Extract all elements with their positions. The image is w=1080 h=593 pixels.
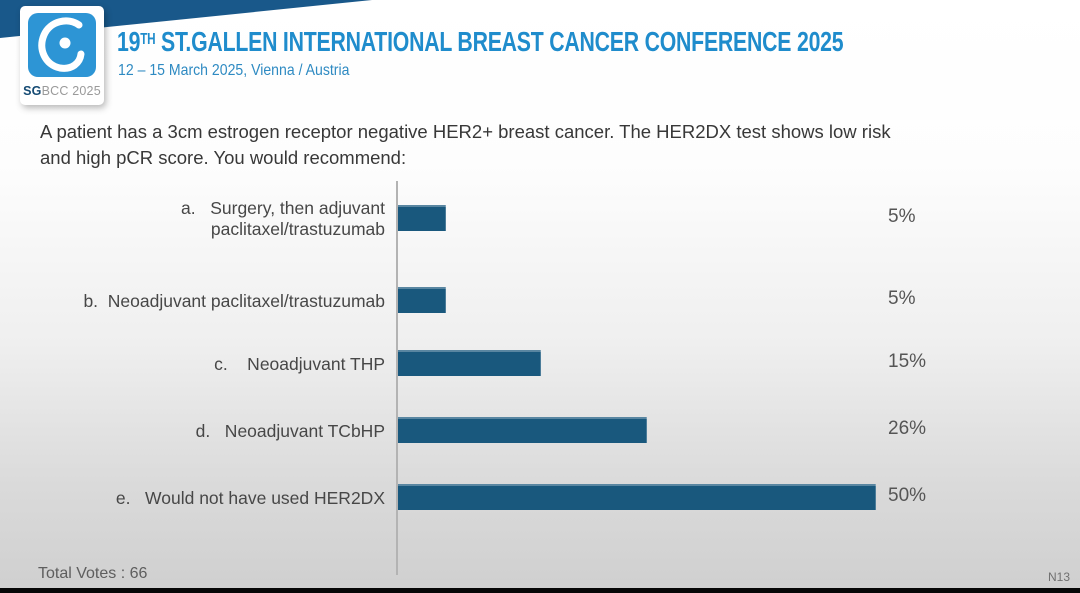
bar-value-label: 26% bbox=[888, 418, 927, 439]
bar-label: b. Neoadjuvant paclitaxel/trastuzumab bbox=[83, 290, 385, 311]
poll-question: A patient has a 3cm estrogen receptor ne… bbox=[40, 119, 891, 171]
bar bbox=[398, 484, 876, 510]
logo-sg: SG bbox=[23, 84, 42, 98]
sgbcc-logo: SGBCC 2025 bbox=[20, 6, 104, 105]
bar-label: c. Neoadjuvant THP bbox=[214, 353, 385, 374]
bar bbox=[398, 417, 647, 443]
bar-value-label: 15% bbox=[888, 351, 927, 372]
logo-rest: BCC 2025 bbox=[41, 84, 101, 98]
bottom-letterbox-bar bbox=[0, 588, 1080, 593]
bar-value-label: 5% bbox=[888, 206, 916, 227]
logo-wordmark: SGBCC 2025 bbox=[20, 84, 104, 98]
bar-value-label: 50% bbox=[888, 485, 927, 506]
chart-axis-line bbox=[396, 181, 398, 575]
total-votes: Total Votes : 66 bbox=[38, 565, 148, 582]
bar bbox=[398, 350, 542, 376]
bar bbox=[398, 287, 446, 313]
conference-subtitle: 12 – 15 March 2025, Vienna / Austria bbox=[118, 62, 350, 79]
bar-label: d. Neoadjuvant TCbHP bbox=[195, 420, 385, 441]
bar-label: a. Surgery, then adjuvant paclitaxel/tra… bbox=[181, 198, 385, 239]
bar bbox=[398, 205, 446, 231]
title-text: ST.GALLEN INTERNATIONAL BREAST CANCER CO… bbox=[155, 26, 844, 57]
bar-value-label: 5% bbox=[888, 288, 916, 309]
breast-ribbon-icon bbox=[28, 13, 96, 77]
title-number: 19 bbox=[117, 26, 141, 57]
title-superscript: TH bbox=[140, 31, 156, 49]
conference-title: 19TH ST.GALLEN INTERNATIONAL BREAST CANC… bbox=[117, 26, 844, 58]
question-line-1: A patient has a 3cm estrogen receptor ne… bbox=[40, 121, 891, 142]
question-line-2: and high pCR score. You would recommend: bbox=[40, 147, 407, 168]
bar-label: e. Would not have used HER2DX bbox=[115, 487, 385, 508]
slide-code: N13 bbox=[1047, 570, 1070, 584]
